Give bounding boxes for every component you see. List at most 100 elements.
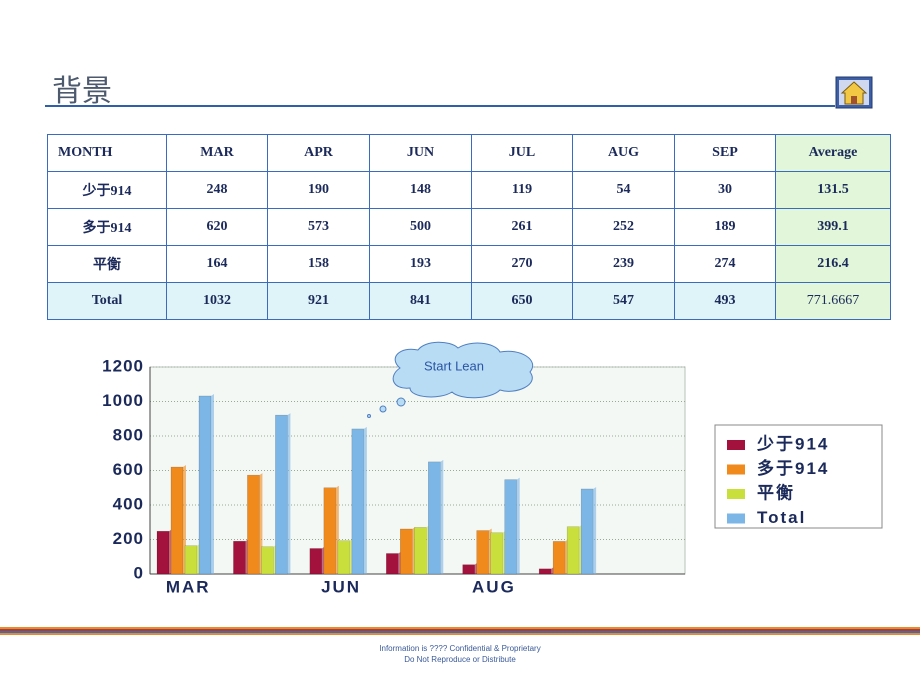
table-row: MONTH MAR APR JUN JUL AUG SEP Average	[47, 134, 891, 172]
bar-side	[211, 393, 214, 574]
table-cell: 158	[267, 245, 370, 283]
bar	[170, 466, 184, 575]
table-cell: 239	[572, 245, 675, 283]
table-cell: 841	[369, 282, 472, 320]
legend-label: 少于914	[756, 434, 829, 453]
table-cell: 620	[166, 208, 268, 246]
table-cell: Total	[47, 282, 167, 320]
table-cell: 771.6667	[775, 282, 891, 320]
legend-swatch	[727, 440, 745, 450]
table-cell: 274	[674, 245, 776, 283]
table-row: 少于914 248 190 148 119 54 30 131.5	[47, 171, 891, 209]
bar	[538, 568, 552, 575]
footer-stripes	[0, 627, 920, 635]
table-cell: 493	[674, 282, 776, 320]
table-row: 多于914 620 573 500 261 252 189 399.1	[47, 208, 891, 246]
table-cell: 500	[369, 208, 472, 246]
bar-side	[363, 426, 367, 574]
y-tick-label: 200	[113, 529, 144, 548]
callout-cloud	[392, 341, 533, 399]
table-cell: 164	[166, 245, 268, 283]
bar	[490, 532, 503, 575]
table-cell: 54	[572, 171, 675, 209]
legend-label: 平衡	[757, 482, 795, 502]
table-cell: 多于914	[47, 208, 167, 246]
table-cell: 270	[471, 245, 573, 283]
bar	[428, 461, 441, 575]
table-cell: 30	[674, 171, 776, 209]
bar	[309, 548, 323, 575]
table-cell: 1032	[166, 282, 268, 320]
bar	[476, 530, 489, 575]
y-tick-label: 400	[113, 494, 144, 513]
table-cell: 190	[267, 171, 370, 209]
table-cell: 119	[471, 171, 573, 209]
bar	[233, 540, 246, 575]
chart: 0 200 400 600 800 1000 1200 MAR JUN AUG Start Lean…	[102, 341, 883, 596]
bar	[566, 526, 580, 575]
table-cell: 平衡	[47, 245, 167, 283]
y-tick-label: 0	[134, 563, 144, 582]
bar	[386, 553, 399, 575]
bar	[504, 479, 517, 575]
table-cell: 252	[572, 208, 675, 246]
table-row: Total 1032 921 841 650 547 493 771.6667	[47, 282, 891, 320]
table-cell: MONTH	[47, 134, 167, 172]
table-cell: 131.5	[775, 171, 891, 209]
table-cell: 少于914	[47, 171, 167, 209]
table-cell: 261	[471, 208, 573, 246]
bar	[400, 528, 413, 575]
bar	[275, 414, 288, 575]
bar	[247, 474, 260, 575]
callout-dot	[379, 405, 387, 413]
table-cell: Average	[775, 134, 891, 172]
bar	[198, 395, 212, 575]
y-tick-label: 800	[113, 425, 144, 444]
legend-swatch	[727, 513, 745, 524]
x-tick-label: AUG	[472, 577, 516, 596]
bar	[552, 541, 566, 575]
table-cell: 216.4	[775, 245, 891, 283]
legend-swatch	[727, 489, 745, 499]
table-row: 平衡 164 158 193 270 239 274 216.4	[47, 245, 891, 283]
table-cell: 650	[471, 282, 573, 320]
table-cell: 189	[674, 208, 776, 246]
bar	[580, 488, 594, 575]
legend-label: Total	[757, 508, 806, 527]
table-cell: 193	[369, 245, 472, 283]
bar	[414, 527, 427, 575]
bar	[261, 546, 274, 575]
bar	[323, 487, 337, 575]
table-cell: MAR	[166, 134, 268, 172]
table-cell: APR	[267, 134, 370, 172]
bar	[337, 540, 351, 575]
bar-side	[516, 477, 520, 574]
table-cell: SEP	[674, 134, 776, 172]
slide-title: 背景	[52, 74, 112, 109]
bar	[351, 428, 365, 575]
y-tick-label: 600	[113, 460, 144, 479]
bar	[184, 545, 198, 575]
table-cell: 399.1	[775, 208, 891, 246]
title-rule	[45, 105, 835, 107]
table-cell: AUG	[572, 134, 675, 172]
y-tick-label: 1000	[102, 391, 144, 410]
table-cell: 573	[267, 208, 370, 246]
legend-label: 多于914	[757, 458, 829, 478]
table-cell: JUL	[471, 134, 573, 172]
callout-dot	[367, 414, 371, 418]
callout-dot	[396, 397, 406, 407]
table-cell: 921	[267, 282, 370, 320]
x-tick-label: JUN	[321, 577, 361, 596]
home-icon[interactable]	[835, 76, 873, 109]
bar-side	[593, 486, 597, 574]
bar-side	[287, 413, 291, 574]
bar-side	[440, 459, 444, 574]
bar	[156, 530, 170, 575]
bar	[462, 564, 475, 575]
x-tick-label: MAR	[166, 577, 211, 596]
y-tick-label: 1200	[102, 356, 144, 375]
footer-line: Information is ???? Confidential & Propr…	[379, 644, 541, 653]
footer-line: Do Not Reproduce or Distribute	[404, 655, 516, 664]
table-cell: 148	[369, 171, 472, 209]
